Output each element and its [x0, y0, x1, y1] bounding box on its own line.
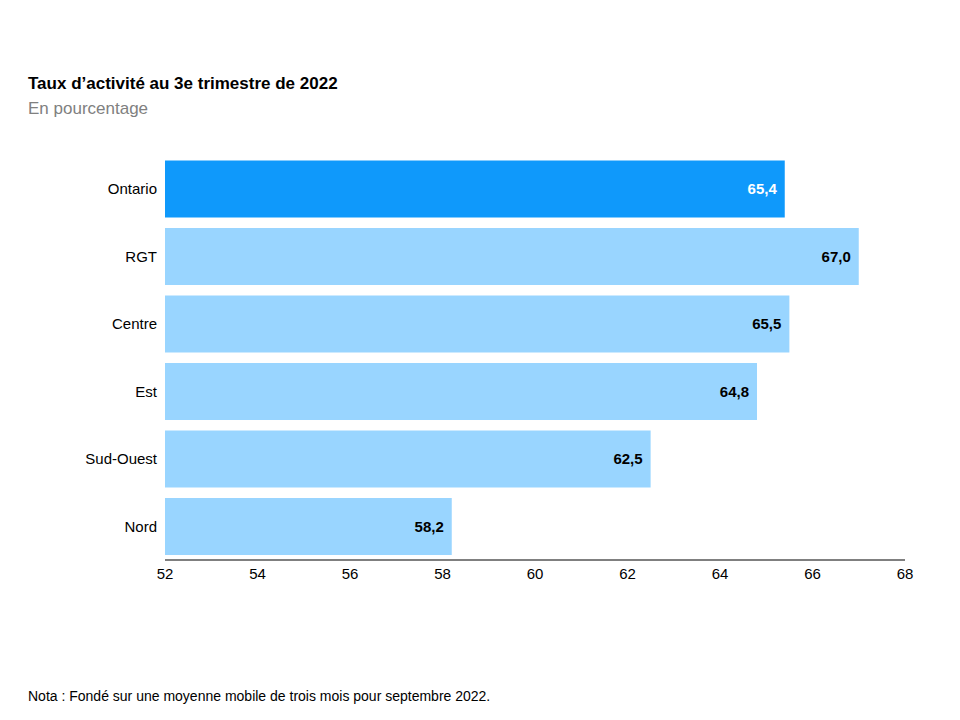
svg-text:52: 52	[157, 565, 174, 582]
svg-text:54: 54	[249, 565, 266, 582]
svg-text:56: 56	[342, 565, 359, 582]
svg-text:64,8: 64,8	[720, 383, 749, 400]
svg-text:58,2: 58,2	[415, 518, 444, 535]
html-text:En pourcentage: En pourcentage	[28, 99, 148, 118]
svg-text:65,5: 65,5	[752, 315, 781, 332]
svg-text:68: 68	[897, 565, 914, 582]
svg-text:64: 64	[712, 565, 729, 582]
svg-text:Centre: Centre	[112, 315, 157, 332]
svg-text:Est: Est	[135, 383, 158, 400]
svg-text:RGT: RGT	[125, 248, 157, 265]
svg-text:66: 66	[804, 565, 821, 582]
svg-text:58: 58	[434, 565, 451, 582]
svg-text:Ontario: Ontario	[108, 180, 157, 197]
svg-text:Nord: Nord	[124, 518, 157, 535]
svg-text:62: 62	[619, 565, 636, 582]
svg-text:62,5: 62,5	[613, 450, 642, 467]
svg-text:65,4: 65,4	[748, 180, 778, 197]
svg-text:Sud-Ouest: Sud-Ouest	[85, 450, 158, 467]
svg-text:60: 60	[527, 565, 544, 582]
html-text:Nota : Fondé sur une moyenne m: Nota : Fondé sur une moyenne mobile de t…	[28, 688, 491, 704]
html-text:Taux d’activité au 3e trimestr: Taux d’activité au 3e trimestre de 2022	[28, 74, 338, 93]
svg-text:67,0: 67,0	[822, 248, 851, 265]
